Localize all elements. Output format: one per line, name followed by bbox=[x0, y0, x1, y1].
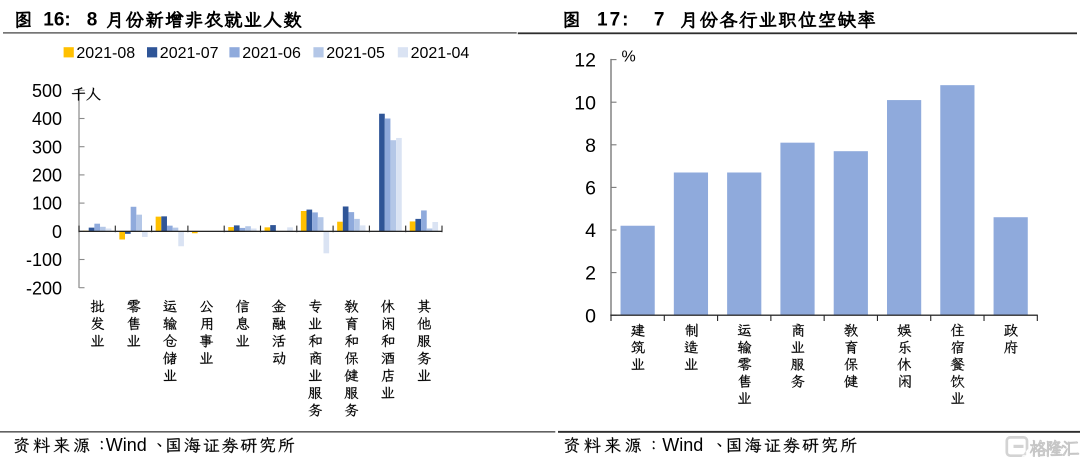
svg-text:2021-06: 2021-06 bbox=[242, 45, 301, 62]
svg-text:Wind: Wind bbox=[106, 435, 147, 455]
svg-text:12: 12 bbox=[574, 50, 596, 72]
svg-text:17:: 17: bbox=[597, 10, 630, 31]
svg-text:6: 6 bbox=[585, 178, 596, 200]
svg-text:400: 400 bbox=[32, 109, 62, 129]
svg-text:-100: -100 bbox=[26, 250, 62, 270]
svg-text:300: 300 bbox=[32, 137, 62, 157]
svg-text:-200: -200 bbox=[26, 278, 62, 298]
svg-text:0: 0 bbox=[585, 305, 596, 327]
svg-text:Wind: Wind bbox=[662, 435, 703, 455]
svg-text:4: 4 bbox=[585, 220, 596, 242]
svg-text:2021-04: 2021-04 bbox=[411, 45, 470, 62]
svg-text:8: 8 bbox=[87, 10, 98, 31]
svg-text:0: 0 bbox=[52, 222, 62, 242]
svg-text:2: 2 bbox=[585, 263, 596, 285]
svg-text:16:: 16: bbox=[43, 10, 70, 31]
svg-text:2021-05: 2021-05 bbox=[326, 45, 385, 62]
svg-text:10: 10 bbox=[574, 92, 596, 114]
svg-text:200: 200 bbox=[32, 166, 62, 186]
svg-text:%: % bbox=[622, 48, 636, 65]
svg-text:500: 500 bbox=[32, 81, 62, 101]
svg-text:7: 7 bbox=[654, 10, 665, 31]
svg-text:100: 100 bbox=[32, 194, 62, 214]
svg-text:2021-07: 2021-07 bbox=[160, 45, 219, 62]
svg-text:8: 8 bbox=[585, 135, 596, 157]
svg-text:2021-08: 2021-08 bbox=[76, 45, 135, 62]
